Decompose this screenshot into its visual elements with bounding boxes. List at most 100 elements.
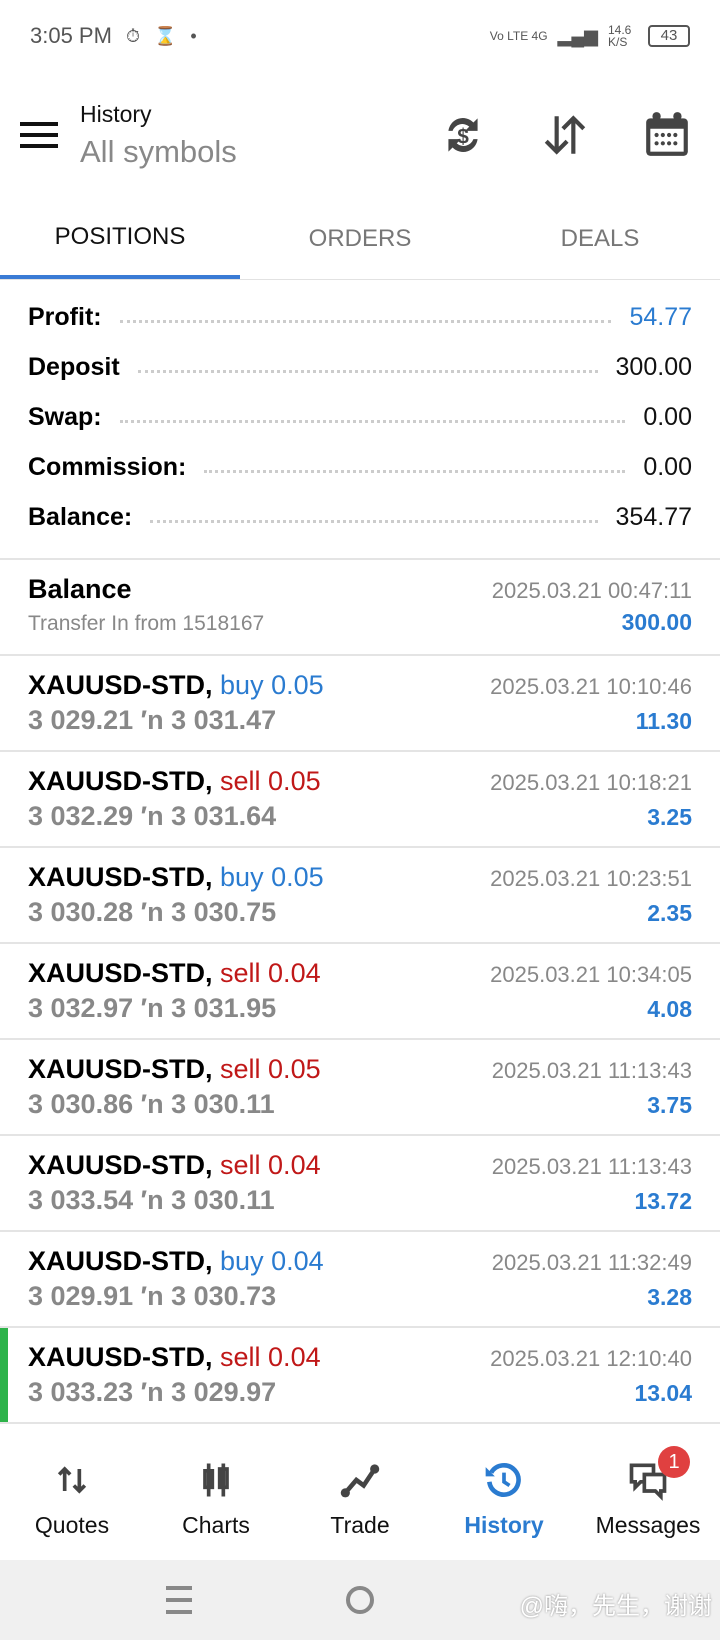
trade-profit: 3.28 xyxy=(647,1284,692,1310)
trade-prices: 3 032.29 ′n 3 031.64 xyxy=(28,801,277,831)
nav-trade[interactable]: Trade xyxy=(288,1436,432,1560)
symbol: XAUUSD-STD, xyxy=(28,670,213,700)
nav-history[interactable]: History xyxy=(432,1436,576,1560)
speed-indicator: 14.6 K/S xyxy=(608,23,632,49)
position-row[interactable]: XAUUSD-STD, buy 0.04 2025.03.21 11:32:49 … xyxy=(0,1232,720,1328)
page-title: History xyxy=(80,100,152,127)
summary-value: 354.77 xyxy=(615,502,692,531)
position-row[interactable]: XAUUSD-STD, sell 0.05 2025.03.21 10:18:21… xyxy=(0,752,720,848)
summary-row: Profit: 54.77 xyxy=(28,292,692,342)
dotted-leader xyxy=(119,419,626,423)
symbol: XAUUSD-STD, xyxy=(28,1150,213,1180)
notification-icons: ⏱ ⌛ • xyxy=(126,26,197,47)
trade-date: 2025.03.21 10:34:05 xyxy=(490,962,692,987)
balance-desc: Transfer In from 1518167 xyxy=(28,612,265,635)
dotted-leader xyxy=(119,319,612,323)
trade-side: sell 0.05 xyxy=(220,766,321,796)
trade-date: 2025.03.21 11:32:49 xyxy=(491,1250,692,1275)
trade-side: buy 0.05 xyxy=(220,670,324,700)
summary-label: Deposit xyxy=(28,352,120,381)
nav-label: History xyxy=(464,1511,544,1538)
summary-value: 0.00 xyxy=(643,402,692,431)
symbol: XAUUSD-STD, xyxy=(28,1054,213,1084)
trade-prices: 3 033.54 ′n 3 030.11 xyxy=(28,1185,275,1215)
nav-label: Trade xyxy=(330,1511,390,1538)
position-row[interactable]: XAUUSD-STD, sell 0.05 2025.03.21 11:13:43… xyxy=(0,1040,720,1136)
unread-badge: 1 xyxy=(658,1446,690,1478)
tab-positions[interactable]: POSITIONS xyxy=(0,198,240,279)
position-row[interactable]: XAUUSD-STD, sell 0.04 2025.03.21 10:34:05… xyxy=(0,944,720,1040)
summary-row: Swap: 0.00 xyxy=(28,392,692,442)
trade-date: 2025.03.21 10:23:51 xyxy=(490,866,692,891)
tab-orders[interactable]: ORDERS xyxy=(308,224,412,252)
system-nav-bar: @嗨，先生，谢谢 xyxy=(0,1560,720,1640)
trade-date: 2025.03.21 10:18:21 xyxy=(490,770,692,795)
balance-date: 2025.03.21 00:47:11 xyxy=(491,578,692,603)
sort-icon[interactable] xyxy=(540,110,590,160)
signal-icon: ▂▄▆ xyxy=(557,26,598,46)
nav-messages[interactable]: Messages 1 xyxy=(576,1436,720,1560)
tab-deals[interactable]: DEALS xyxy=(560,224,640,252)
currency-exchange-icon[interactable]: $ xyxy=(438,110,488,160)
hourglass-icon: ⌛ xyxy=(153,25,177,46)
summary-label: Swap: xyxy=(28,402,102,431)
battery-icon: 43 xyxy=(648,25,690,47)
messages-icon xyxy=(629,1463,667,1501)
summary-row: Deposit 300.00 xyxy=(28,342,692,392)
trade-prices: 3 029.91 ′n 3 030.73 xyxy=(28,1281,277,1311)
trade-line-icon xyxy=(340,1463,380,1497)
balance-amount: 300.00 xyxy=(621,609,692,635)
menu-icon[interactable] xyxy=(20,122,58,148)
symbol-filter[interactable]: All symbols xyxy=(80,133,237,169)
nav-label: Messages xyxy=(595,1511,701,1538)
symbol: XAUUSD-STD, xyxy=(28,766,213,796)
dot-icon: • xyxy=(190,25,197,46)
nav-quotes[interactable]: Quotes xyxy=(0,1436,144,1560)
trade-side: sell 0.04 xyxy=(220,1150,321,1180)
trade-date: 2025.03.21 11:13:43 xyxy=(491,1058,692,1083)
status-bar: 3:05 PM ⏱ ⌛ • Vo LTE 4G ▂▄▆ 14.6 K/S 43 xyxy=(0,0,720,72)
symbol: XAUUSD-STD, xyxy=(28,1342,213,1372)
trade-side: sell 0.04 xyxy=(220,1342,321,1372)
trade-profit: 13.04 xyxy=(634,1380,692,1406)
svg-text:$: $ xyxy=(457,125,469,148)
candlestick-icon xyxy=(203,1463,229,1496)
balance-entry[interactable]: Balance 2025.03.21 00:47:11 Transfer In f… xyxy=(0,560,720,656)
bottom-nav: Quotes Charts Trade History Messages 1 xyxy=(0,1436,720,1560)
summary-label: Profit: xyxy=(28,302,102,331)
position-row[interactable]: XAUUSD-STD, buy 0.05 2025.03.21 10:10:46 … xyxy=(0,656,720,752)
trade-date: 2025.03.21 11:13:43 xyxy=(491,1154,692,1179)
dotted-leader xyxy=(204,469,626,473)
trade-side: buy 0.05 xyxy=(220,862,324,892)
calendar-icon[interactable] xyxy=(642,110,692,160)
history-icon xyxy=(485,1462,521,1497)
nav-label: Quotes xyxy=(34,1511,110,1538)
summary-row: Balance: 354.77 xyxy=(28,492,692,542)
home-button[interactable] xyxy=(346,1586,374,1614)
network-indicator: Vo LTE 4G xyxy=(489,29,548,43)
summary-value: 54.77 xyxy=(629,302,692,331)
trade-profit: 3.75 xyxy=(647,1092,692,1118)
trade-prices: 3 030.28 ′n 3 030.75 xyxy=(28,897,277,927)
recent-apps-button[interactable] xyxy=(166,1586,192,1614)
watermark: @嗨，先生，谢谢 xyxy=(519,1593,712,1620)
position-row[interactable]: XAUUSD-STD, sell 0.04 2025.03.21 12:10:40… xyxy=(0,1328,720,1424)
trade-prices: 3 032.97 ′n 3 031.95 xyxy=(28,993,277,1023)
summary-row: Commission: 0.00 xyxy=(28,442,692,492)
summary-value: 0.00 xyxy=(643,452,692,481)
position-row[interactable]: XAUUSD-STD, sell 0.04 2025.03.21 11:13:43… xyxy=(0,1136,720,1232)
tab-bar: POSITIONS ORDERS DEALS xyxy=(0,198,720,280)
app-header: History All symbols $ xyxy=(0,72,720,198)
summary-label: Balance: xyxy=(28,502,133,531)
summary-value: 300.00 xyxy=(615,352,692,381)
timer-icon: ⏱ xyxy=(125,25,140,46)
nav-charts[interactable]: Charts xyxy=(144,1436,288,1560)
trade-date: 2025.03.21 10:10:46 xyxy=(490,674,692,699)
trade-prices: 3 030.86 ′n 3 030.11 xyxy=(28,1089,275,1119)
trade-side: buy 0.04 xyxy=(220,1246,324,1276)
trade-profit: 2.35 xyxy=(647,900,692,926)
balance-title: Balance xyxy=(28,574,132,604)
trade-profit: 4.08 xyxy=(647,996,692,1022)
position-row[interactable]: XAUUSD-STD, buy 0.05 2025.03.21 10:23:51 … xyxy=(0,848,720,944)
trade-prices: 3 029.21 ′n 3 031.47 xyxy=(28,705,277,735)
